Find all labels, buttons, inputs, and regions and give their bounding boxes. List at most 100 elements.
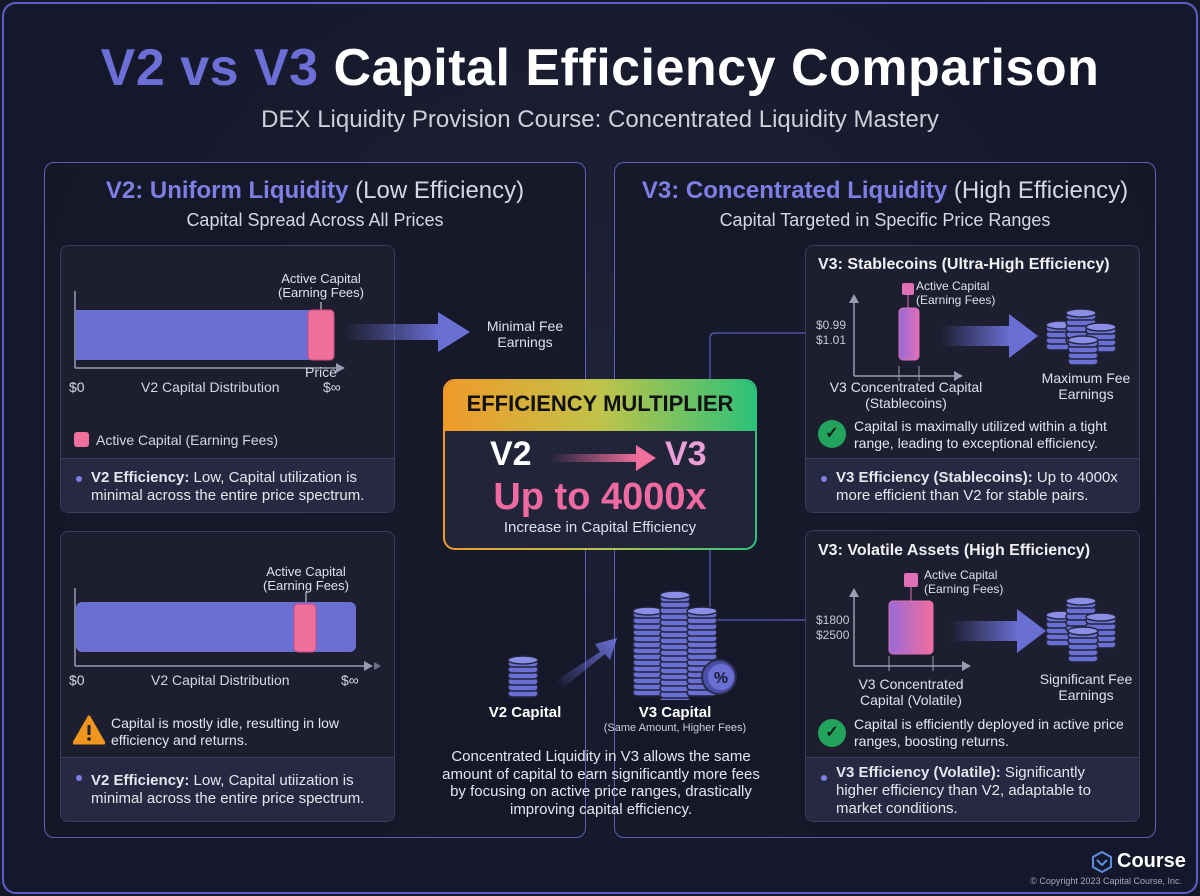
- x-max-label: $∞: [341, 672, 359, 688]
- capital-bar: [76, 310, 322, 360]
- range-low: $0.99: [816, 318, 847, 332]
- v3-efficiency-footer: V3 Efficiency (Stablecoins): Up to 4000x…: [806, 458, 1139, 512]
- center-description: Concentrated Liquidity in V3 allows the …: [442, 748, 760, 818]
- x-axis-arrow-icon: [364, 661, 373, 671]
- percent-symbol: %: [714, 670, 728, 687]
- price-range-labels: $0.99 $1.01: [816, 318, 846, 348]
- result-label: Maximum Fee Earnings: [1031, 370, 1139, 402]
- coin-stack-icon: [1046, 596, 1117, 663]
- note-text: Capital is maximally utilized within a t…: [854, 418, 1107, 451]
- v3-stablecoins-card: V3: Stablecoins (Ultra-High Efficiency) …: [805, 245, 1140, 513]
- multiplier-caption: Increase in Capital Efficiency: [503, 519, 697, 536]
- result-label: Significant Fee Earnings: [1031, 671, 1139, 703]
- page-subtitle: DEX Liquidity Provision Course: Concentr…: [261, 106, 939, 133]
- active-capital-label: Active Capital (Earning Fees): [271, 272, 371, 300]
- arrow-icon: [1017, 609, 1046, 653]
- footer-bold: V2 Efficiency:: [91, 469, 190, 486]
- label-line: Earnings: [1058, 687, 1114, 703]
- v2-distribution-card: Active Capital (Earning Fees) Price $0 V2…: [60, 245, 395, 513]
- range-low: $1800: [816, 613, 850, 627]
- v2-title-bold: V2: Uniform Liquidity: [105, 177, 349, 204]
- v2-distribution-chart: [74, 291, 345, 373]
- multiplier-value: Up to 4000x: [493, 476, 707, 518]
- v3-volatile-card: V3: Volatile Assets (High Efficiency) Ac…: [805, 530, 1140, 822]
- x-axis-label: V2 Capital Distribution: [141, 379, 280, 395]
- warning-text: Capital is mostly idle, resulting in low…: [111, 715, 339, 748]
- price-range-labels: $1800 $2500: [816, 613, 849, 643]
- footer-text: Up to 4000x more efficient than V2 for s…: [836, 469, 1118, 504]
- footer-text: Low, Capital utiization is minimal acros…: [91, 772, 365, 807]
- x-axis-arrow-icon: [336, 363, 345, 373]
- v2-distribution-chart: [74, 588, 381, 671]
- label-line: Significant Fee: [1039, 671, 1133, 687]
- label-line: (Stablecoins): [865, 395, 947, 411]
- y-axis-arrow-icon: [849, 294, 859, 303]
- course-logo-icon: [1092, 850, 1112, 874]
- warning-icon: [73, 715, 105, 745]
- check-icon: ✓: [818, 420, 846, 448]
- coin-stack-icon: [1046, 308, 1117, 366]
- v3-title-light: (High Efficiency): [947, 177, 1129, 204]
- coin-stack: [659, 590, 691, 700]
- active-capital-bar: [307, 309, 335, 361]
- active-capital-label: Active Capital (Earning Fees): [924, 568, 1003, 596]
- from-version: V2: [490, 435, 532, 473]
- price-axis-label: Price: [305, 364, 337, 380]
- v3-capital-sublabel: (Same Amount, Higher Fees): [603, 722, 747, 734]
- label-line: V3 Concentrated: [858, 676, 964, 692]
- footer-bold: V3 Efficiency (Stablecoins):: [836, 469, 1033, 486]
- to-version: V3: [665, 435, 707, 473]
- coin-stack: [507, 655, 539, 698]
- label-line: Earnings: [1058, 386, 1114, 402]
- label-line: Active Capital: [281, 271, 361, 286]
- title-rest: Capital Efficiency Comparison: [318, 39, 1100, 97]
- x-axis-label: V2 Capital Distribution: [151, 672, 290, 688]
- coin-stack: [1067, 335, 1099, 366]
- x-axis-label: V3 Concentrated Capital (Volatile): [836, 676, 986, 708]
- label-line: Active Capital: [924, 568, 998, 582]
- title-accent: V2 vs V3: [100, 39, 319, 97]
- percent-coin-icon: %: [701, 659, 737, 695]
- copyright: © Copyright 2023 Capital Course, Inc.: [1030, 876, 1182, 886]
- active-capital-label: Active Capital (Earning Fees): [256, 565, 356, 593]
- x-max-label: $∞: [323, 379, 341, 395]
- connector-lines: [709, 332, 805, 630]
- v3-efficiency-footer: V3 Efficiency (Volatile): Significantly …: [806, 757, 1139, 821]
- legend-label: Active Capital (Earning Fees): [96, 432, 279, 448]
- footer-bold: V2 Efficiency:: [91, 772, 190, 789]
- range-high: $1.01: [816, 333, 847, 347]
- v2-panel-title: V2: Uniform Liquidity (Low Efficiency): [45, 177, 585, 205]
- capital-bar: [76, 602, 356, 652]
- label-line: Maximum Fee: [1041, 370, 1131, 386]
- label-line: (Earning Fees): [916, 293, 996, 307]
- label-line: Minimal Fee: [486, 318, 564, 334]
- v2-idle-card: Active Capital (Earning Fees) $0 V2 Capit…: [60, 531, 395, 822]
- concentrated-capital-bar: [888, 600, 934, 655]
- x-min-label: $0: [69, 379, 85, 395]
- footer-bold: V3 Efficiency (Volatile):: [836, 764, 1001, 781]
- minimal-fee-label: Minimal Fee Earnings: [470, 318, 580, 350]
- v2-efficiency-footer: V2 Efficiency: Low, Capital utilization …: [61, 458, 394, 512]
- coin-stack: [632, 606, 664, 697]
- multiplier-header: EFFICIENCY MULTIPLIER: [445, 381, 755, 431]
- label-line: Active Capital: [916, 279, 990, 293]
- label-line: (Earning Fees): [278, 285, 364, 300]
- footer-text: Significantly higher efficiency than V2,…: [836, 764, 1091, 817]
- legend-swatch: [74, 432, 89, 447]
- active-capital-label: Active Capital (Earning Fees): [916, 279, 995, 307]
- label-line: Capital (Volatile): [860, 692, 962, 708]
- v2-panel-subtitle: Capital Spread Across All Prices: [186, 210, 444, 230]
- v2-title-light: (Low Efficiency): [348, 177, 525, 204]
- x-axis-label: V3 Concentrated Capital (Stablecoins): [826, 379, 986, 411]
- note-text: Capital is efficiently deployed in activ…: [854, 716, 1124, 749]
- active-capital-bar: [293, 603, 317, 653]
- v3-volatile-chart: [849, 573, 1046, 671]
- label-line: V3 Concentrated Capital: [829, 379, 983, 395]
- x-axis-arrow-icon: [962, 661, 971, 671]
- card-title: V3: Stablecoins (Ultra-High Efficiency): [818, 256, 1110, 273]
- v2-capital-label: V2 Capital: [488, 704, 562, 721]
- v2-efficiency-footer: V2 Efficiency: Low, Capital utiization i…: [61, 757, 394, 821]
- range-high: $2500: [816, 628, 850, 642]
- efficiency-multiplier-box: EFFICIENCY MULTIPLIER V2 V3 Up to 4000x …: [443, 379, 757, 550]
- v3-title-bold: V3: Concentrated Liquidity: [641, 177, 948, 204]
